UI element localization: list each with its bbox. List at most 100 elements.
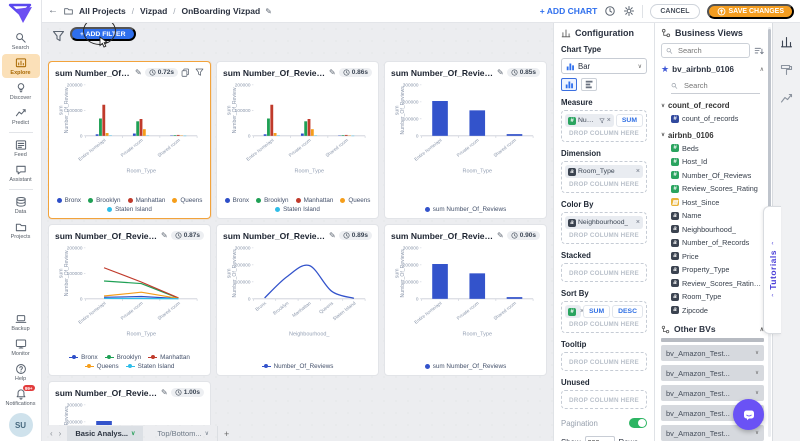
sidebar-item-discover[interactable]: Discover bbox=[2, 79, 40, 103]
tabs-scroll-right-icon[interactable]: › bbox=[58, 428, 62, 438]
chart-card[interactable]: sum Number_Of_Reviews ... ✎ 0.85s 0 10000… bbox=[384, 61, 547, 219]
save-changes-button[interactable]: SAVE CHANGES bbox=[706, 3, 794, 19]
tellius-logo[interactable] bbox=[8, 3, 34, 25]
remove-chip-icon[interactable]: × bbox=[635, 168, 640, 175]
sort-by-chip[interactable]: # Numbe... × bbox=[565, 305, 584, 318]
legend-item[interactable]: sum Number_Of_Reviews bbox=[424, 206, 506, 213]
sort-by-dropzone[interactable]: # Numbe... × SUM DESC DROP COLUMN HERE bbox=[561, 301, 647, 333]
edit-chart-icon[interactable]: ✎ bbox=[497, 231, 504, 240]
field-item[interactable]: a Zipcode bbox=[671, 305, 764, 315]
sidebar-item-help[interactable]: Help bbox=[2, 360, 40, 384]
user-avatar[interactable]: SU bbox=[8, 413, 33, 437]
star-icon[interactable]: ★ bbox=[661, 64, 670, 74]
active-bv-row[interactable]: ★ bv_airbnb_0106 ∧ bbox=[661, 64, 764, 75]
legend-item[interactable]: Queens bbox=[172, 197, 202, 204]
breadcrumb-all-projects[interactable]: All Projects bbox=[79, 6, 126, 16]
field-item[interactable]: # Host_Id bbox=[671, 157, 764, 167]
sidebar-item-notifications[interactable]: 99+ Notifications bbox=[5, 385, 36, 407]
collapse-bv-icon[interactable]: ∧ bbox=[759, 67, 764, 73]
field-item[interactable]: # count_of_records bbox=[671, 114, 764, 124]
vizpad-tab-basic-analysis[interactable]: Basic Analys... ∨ bbox=[67, 426, 144, 441]
other-bv-item[interactable]: bv_Amazon_Test...∨ bbox=[661, 345, 764, 361]
sidebar-item-explore[interactable]: Explore bbox=[1, 54, 40, 78]
legend-item[interactable]: Bronx bbox=[69, 354, 98, 361]
filter-funnel-icon[interactable] bbox=[52, 30, 65, 43]
duplicate-chart-icon[interactable] bbox=[181, 68, 190, 77]
legend-item[interactable]: Manhattan bbox=[148, 354, 190, 361]
chip-filter-icon[interactable] bbox=[599, 117, 605, 124]
field-item[interactable]: a Name bbox=[671, 211, 764, 221]
field-item[interactable]: a Price bbox=[671, 251, 764, 261]
legend-item[interactable]: Brooklyn bbox=[104, 354, 141, 361]
chart-card[interactable]: sum Number_Of_Reviews ... ✎ 0.90s 0 10000… bbox=[384, 224, 547, 376]
horizontal-bar-option[interactable] bbox=[581, 78, 597, 91]
unused-dropzone[interactable]: DROP COLUMN HERE bbox=[561, 390, 647, 409]
sort-aggregation[interactable]: SUM bbox=[583, 305, 611, 318]
field-group-airbnb[interactable]: ∨ airbnb_0106 bbox=[661, 130, 714, 140]
sort-direction[interactable]: DESC bbox=[612, 305, 643, 318]
chart-card[interactable]: sum Number_Of_Reviews ... ✎ 0.87s 0 10000… bbox=[48, 224, 211, 376]
breadcrumb-vizpad[interactable]: Vizpad bbox=[140, 6, 168, 16]
tutorials-tab[interactable]: ‹ Tutorials ‹ bbox=[763, 206, 781, 334]
chart-card[interactable]: sum Number_Of_Reviews ... ✎ 0.89s 0 10000… bbox=[216, 224, 379, 376]
bv-field-search-input[interactable] bbox=[681, 80, 760, 91]
bv-field-search[interactable] bbox=[671, 80, 760, 94]
other-bv-item[interactable]: bv_Amazon_Test...∨ bbox=[661, 425, 764, 441]
measure-aggregation[interactable]: SUM bbox=[615, 114, 643, 127]
sort-icon[interactable] bbox=[754, 46, 764, 56]
field-item[interactable]: # Beds bbox=[671, 143, 764, 153]
dimension-chip[interactable]: a Room_Type × bbox=[565, 165, 643, 178]
chart-type-select[interactable]: Bar ∨ bbox=[561, 58, 647, 74]
trend-chart-icon[interactable] bbox=[780, 91, 793, 104]
vizpad-tab-top-bottom[interactable]: Top/Bottom... ∨ bbox=[149, 426, 219, 441]
legend-item[interactable]: Bronx bbox=[224, 197, 249, 204]
field-item[interactable]: # Review_Scores_Rating bbox=[671, 184, 764, 194]
edit-chart-icon[interactable]: ✎ bbox=[161, 231, 168, 240]
legend-item[interactable]: sum Number_Of_Reviews bbox=[424, 363, 506, 370]
sidebar-item-backup[interactable]: Backup bbox=[2, 310, 40, 334]
color-by-chip[interactable]: a Neighbourhood_ × bbox=[565, 216, 643, 229]
other-bv-item[interactable]: bv_Amazon_Test...∨ bbox=[661, 385, 764, 401]
edit-chart-icon[interactable]: ✎ bbox=[497, 68, 504, 77]
rename-vizpad-icon[interactable]: ✎ bbox=[265, 6, 272, 16]
field-item[interactable]: a Room_Type bbox=[671, 292, 764, 302]
legend-item[interactable]: Brooklyn bbox=[88, 197, 121, 204]
field-item[interactable]: a Number_of_Records bbox=[671, 238, 764, 248]
other-bv-item[interactable]: bv_Amazon_Test...∨ bbox=[661, 365, 764, 381]
chart-card[interactable]: sum Number_Of_R... ✎ 0.72s 0 100000 200000… bbox=[48, 61, 211, 219]
pagination-toggle[interactable] bbox=[629, 418, 647, 428]
measure-dropzone[interactable]: # Number_Of_ × SUM DROP COLUMN HERE bbox=[561, 110, 647, 142]
rows-input[interactable] bbox=[584, 436, 615, 441]
edit-chart-icon[interactable]: ✎ bbox=[161, 388, 168, 397]
cancel-button[interactable]: CANCEL bbox=[650, 3, 700, 19]
legend-item[interactable]: Manhattan bbox=[295, 197, 333, 204]
tab-menu-chevron-icon[interactable]: ∨ bbox=[131, 431, 136, 437]
field-item[interactable]: a Neighbourhood_ bbox=[671, 224, 764, 234]
legend-item[interactable]: Number_Of_Reviews bbox=[261, 363, 333, 370]
legend-item[interactable]: Queens bbox=[84, 363, 119, 370]
settings-gear-icon[interactable] bbox=[623, 5, 635, 17]
legend-item[interactable]: Manhattan bbox=[127, 197, 165, 204]
add-chart-button[interactable]: + ADD CHART bbox=[539, 6, 598, 16]
field-item[interactable]: a Property_Type bbox=[671, 265, 764, 275]
edit-chart-icon[interactable]: ✎ bbox=[135, 68, 142, 77]
sidebar-item-monitor[interactable]: Monitor bbox=[2, 335, 40, 359]
sidebar-item-predict[interactable]: Predict bbox=[2, 104, 40, 128]
sidebar-item-search[interactable]: Search bbox=[2, 29, 40, 53]
other-bvs-header[interactable]: Other BVs ∧ bbox=[661, 324, 764, 334]
dimension-dropzone[interactable]: a Room_Type × DROP COLUMN HERE bbox=[561, 161, 647, 193]
remove-chip-icon[interactable]: × bbox=[606, 117, 611, 124]
legend-item[interactable]: Staten Island bbox=[125, 363, 174, 370]
legend-item[interactable]: Bronx bbox=[56, 197, 81, 204]
collapse-other-bvs-icon[interactable]: ∧ bbox=[759, 326, 764, 333]
field-group-count-of-record[interactable]: ∨ count_of_record bbox=[661, 101, 730, 110]
sidebar-item-projects[interactable]: Projects bbox=[2, 218, 40, 242]
stacked-dropzone[interactable]: DROP COLUMN HERE bbox=[561, 263, 647, 282]
paint-roller-icon[interactable] bbox=[780, 63, 793, 76]
add-filter-button[interactable]: + ADD FILTER bbox=[70, 27, 136, 41]
